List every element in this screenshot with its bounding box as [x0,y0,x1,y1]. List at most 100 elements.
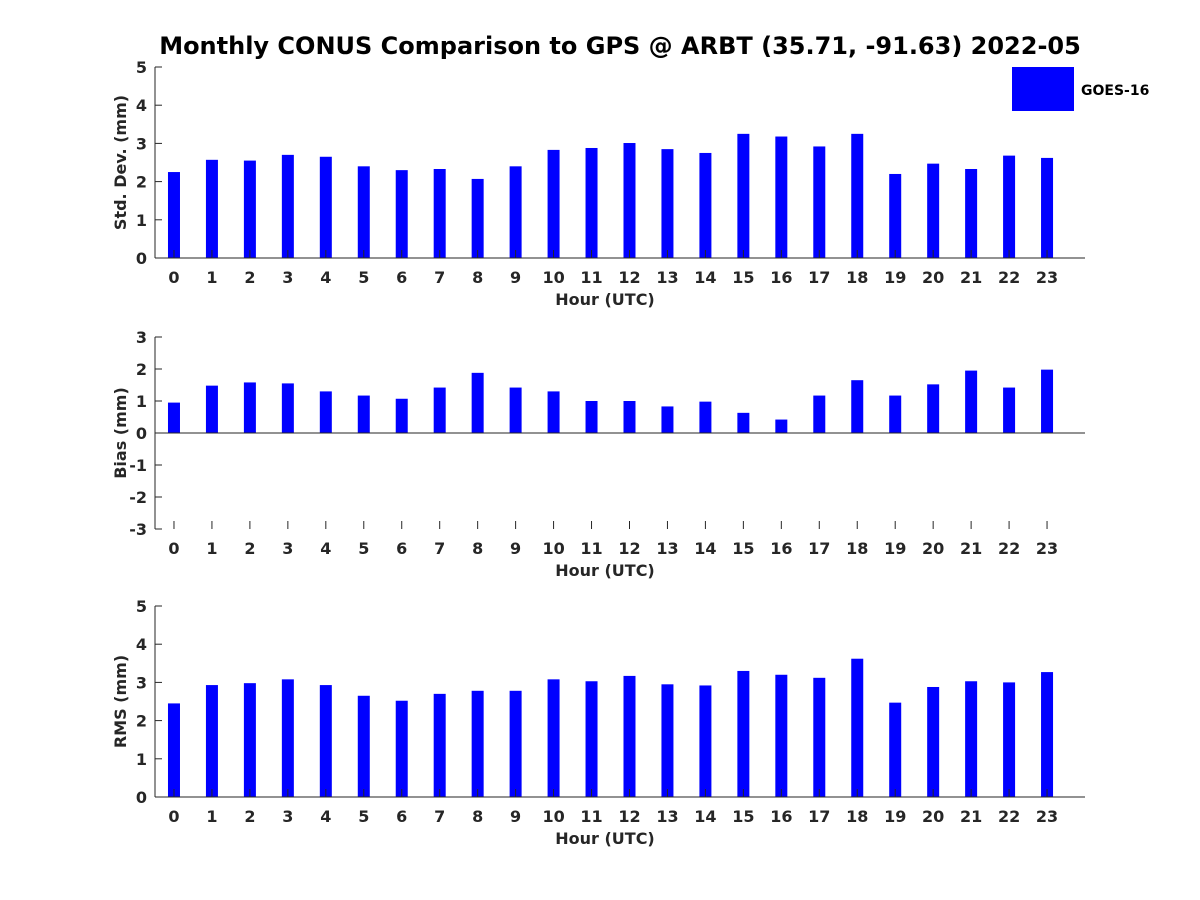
legend-swatch [1012,67,1074,111]
x-tick-label: 14 [694,268,716,287]
bar [623,675,636,797]
y-tick-label: 0 [136,788,147,807]
x-tick-label: 16 [770,807,792,826]
x-tick-label: 11 [580,807,602,826]
x-tick-label: 0 [168,539,179,558]
x-tick-label: 19 [884,807,906,826]
bar [243,160,256,258]
x-tick-label: 14 [694,539,716,558]
x-axis-label: Hour (UTC) [555,829,655,848]
x-axis-label: Hour (UTC) [555,290,655,309]
x-tick-label: 23 [1036,268,1058,287]
bar [661,149,674,258]
bar [889,173,902,258]
figure-title: Monthly CONUS Comparison to GPS @ ARBT (… [159,32,1081,60]
bar [699,401,712,433]
y-tick-label: 0 [136,249,147,268]
bar [813,677,826,797]
bar [585,401,598,433]
x-tick-label: 19 [884,268,906,287]
y-tick-label: 4 [136,635,147,654]
bar [357,695,370,797]
x-tick-label: 16 [770,268,792,287]
x-tick-label: 2 [244,807,255,826]
x-tick-label: 14 [694,807,716,826]
x-tick-label: 7 [434,807,445,826]
x-tick-label: 12 [618,807,640,826]
bar [661,406,674,433]
bar [775,419,788,433]
x-tick-label: 21 [960,268,982,287]
x-tick-label: 21 [960,807,982,826]
y-tick-label: 2 [136,360,147,379]
bar [927,384,940,433]
bar [471,690,484,797]
x-tick-label: 19 [884,539,906,558]
x-tick-label: 18 [846,807,868,826]
bar [243,382,256,433]
bar [319,685,332,797]
bar [699,685,712,797]
x-tick-label: 23 [1036,539,1058,558]
y-tick-label: -1 [129,456,147,475]
bar [851,658,864,797]
bar [965,681,978,797]
x-tick-label: 17 [808,539,830,558]
bar [775,136,788,258]
x-tick-label: 7 [434,268,445,287]
y-tick-label: 3 [136,673,147,692]
x-tick-label: 17 [808,268,830,287]
bar [433,387,446,433]
bar [927,163,940,258]
bar [889,702,902,797]
x-tick-label: 0 [168,268,179,287]
x-tick-label: 20 [922,268,944,287]
y-axis-label: Bias (mm) [111,387,130,479]
bar [737,133,750,258]
y-tick-label: 1 [136,211,147,230]
x-tick-label: 13 [656,807,678,826]
bar [243,683,256,797]
x-tick-label: 11 [580,539,602,558]
y-tick-label: 2 [136,173,147,192]
x-tick-label: 6 [396,807,407,826]
bar [433,168,446,258]
x-tick-label: 13 [656,539,678,558]
bar [737,670,750,797]
y-tick-label: 5 [136,58,147,77]
bar [889,395,902,433]
x-tick-label: 23 [1036,807,1058,826]
bar [661,684,674,797]
x-tick-label: 4 [320,807,331,826]
bar [965,168,978,258]
bar [851,133,864,258]
bar [547,679,560,797]
bar [965,370,978,433]
bar [1041,672,1054,797]
x-tick-label: 2 [244,539,255,558]
bar [281,383,294,433]
bar [547,391,560,433]
x-tick-label: 13 [656,268,678,287]
bar [1041,369,1054,433]
x-tick-label: 1 [206,807,217,826]
bar [395,398,408,433]
bar [205,159,218,258]
x-tick-label: 22 [998,807,1020,826]
x-tick-label: 5 [358,268,369,287]
bar [509,387,522,433]
x-tick-label: 17 [808,807,830,826]
bar [205,685,218,797]
bar [775,674,788,797]
x-tick-label: 12 [618,268,640,287]
x-tick-label: 20 [922,807,944,826]
x-tick-label: 0 [168,807,179,826]
x-tick-label: 7 [434,539,445,558]
x-tick-label: 12 [618,539,640,558]
x-axis-label: Hour (UTC) [555,561,655,580]
bar [471,178,484,258]
bar [585,681,598,797]
